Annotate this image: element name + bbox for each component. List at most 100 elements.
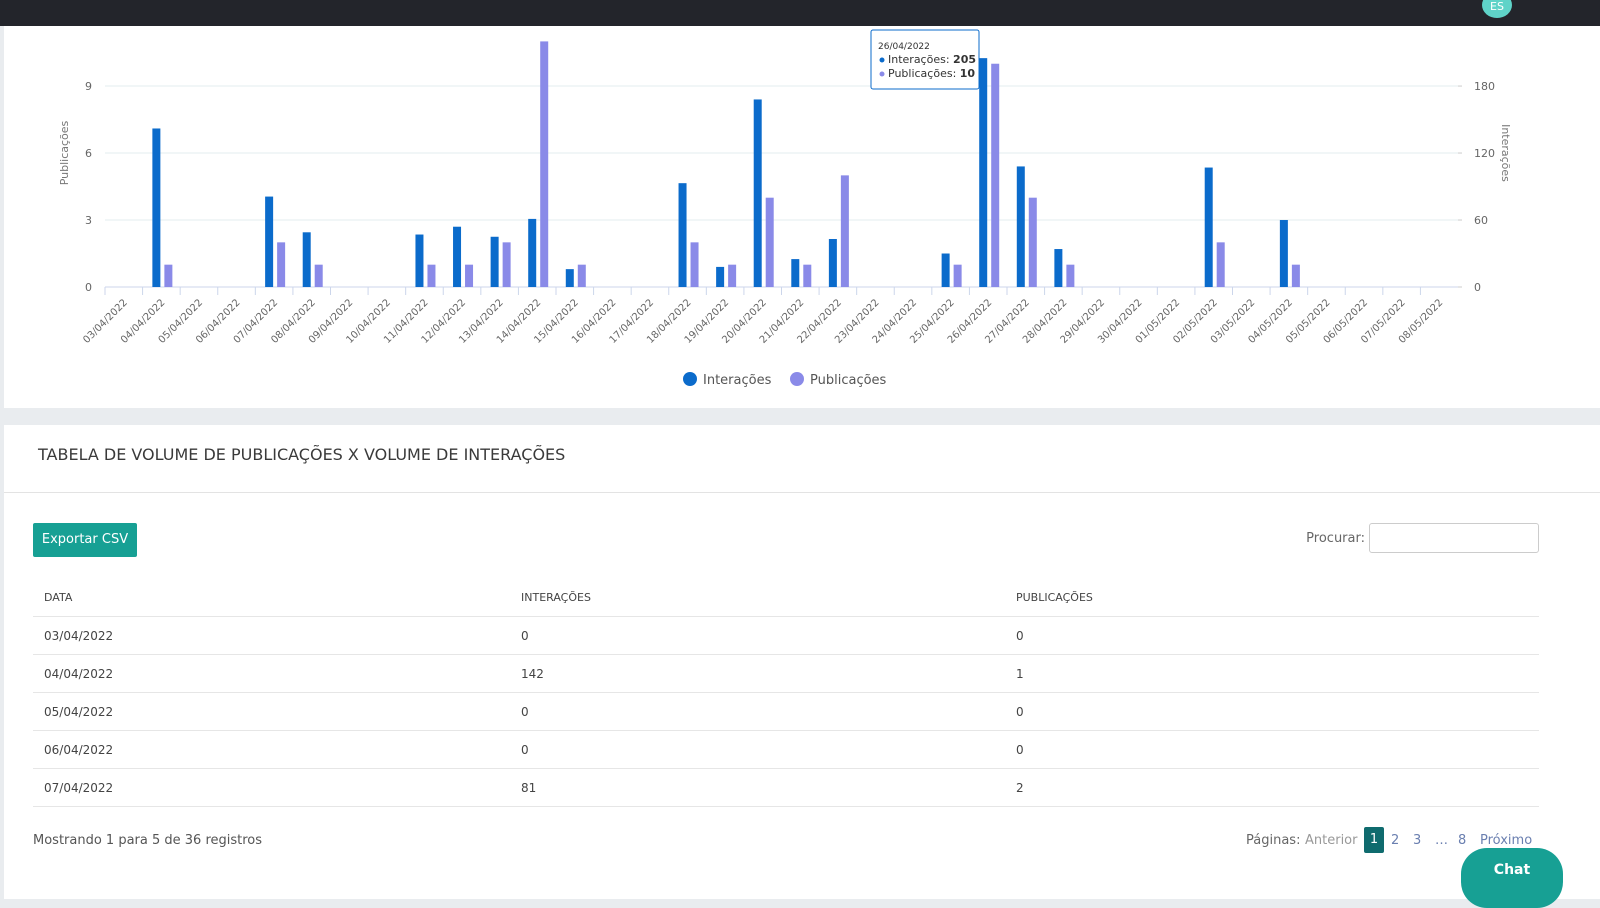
bar — [265, 196, 274, 287]
chat-button[interactable]: Chat — [1461, 848, 1563, 908]
row-divider — [33, 654, 1539, 655]
tooltip-marker — [879, 57, 885, 63]
table-cell: 2 — [1016, 781, 1024, 795]
row-divider — [33, 768, 1539, 769]
tooltip-marker — [879, 71, 885, 77]
y2-tick-label: 0 — [1474, 281, 1481, 294]
table-info: Mostrando 1 para 5 de 36 registros — [33, 833, 263, 848]
page-link[interactable]: … — [1435, 833, 1448, 848]
bar — [453, 226, 462, 287]
chart-card: Publicações Interações 0 3 6 9 0 60 120 180 03/0… — [4, 26, 1600, 408]
bar — [1028, 197, 1037, 287]
bar — [678, 183, 687, 287]
search-input[interactable] — [1369, 523, 1539, 553]
tooltip-line: Publicações: 10 — [888, 67, 975, 80]
bar — [1054, 249, 1063, 287]
table-cell: 0 — [521, 743, 529, 757]
bar — [1204, 167, 1213, 287]
table-cell: 03/04/2022 — [44, 629, 114, 643]
avatar[interactable]: ES — [1482, 0, 1512, 18]
bar — [152, 128, 161, 287]
row-divider — [33, 806, 1539, 807]
bar — [314, 264, 323, 287]
pagination-prev[interactable]: Anterior — [1305, 833, 1358, 848]
table-cell: 81 — [521, 781, 537, 795]
pagination-label: Páginas: — [1246, 833, 1301, 848]
chart: Publicações Interações 036906012018003/0… — [58, 29, 1512, 388]
bar — [302, 232, 311, 287]
bar — [753, 99, 762, 287]
tooltip-box — [870, 29, 980, 90]
table-cell: 05/04/2022 — [44, 705, 114, 719]
bar — [1279, 220, 1288, 287]
row-divider — [33, 692, 1539, 693]
bar — [953, 264, 962, 287]
table-cell: 04/04/2022 — [44, 667, 114, 681]
table-cell: 0 — [1016, 629, 1024, 643]
table-cell: 142 — [521, 667, 544, 681]
tooltip-value: 10 — [960, 67, 976, 80]
tooltip-name: Interações — [888, 53, 946, 66]
bar — [577, 264, 586, 287]
table-cell: 0 — [521, 629, 529, 643]
bar — [490, 236, 499, 287]
bar — [1291, 264, 1300, 287]
legend-label: Interações — [703, 373, 772, 388]
bar — [164, 264, 173, 287]
column-header: INTERAÇÕES — [521, 591, 591, 604]
y-tick-label: 3 — [85, 214, 92, 227]
table-cell: 0 — [1016, 743, 1024, 757]
export-button[interactable]: Exportar CSV — [33, 523, 137, 557]
divider — [4, 492, 1600, 493]
table-cell: 07/04/2022 — [44, 781, 114, 795]
page-link[interactable]: 8 — [1458, 833, 1467, 848]
bar — [528, 218, 537, 287]
page-link[interactable]: 2 — [1391, 833, 1400, 848]
y2-tick-label: 120 — [1474, 147, 1495, 160]
table-cell: 0 — [521, 705, 529, 719]
bar — [502, 242, 511, 287]
bar — [979, 58, 988, 288]
bar — [690, 242, 699, 287]
column-header: DATA — [44, 591, 73, 604]
bar — [765, 197, 774, 287]
bar — [565, 269, 574, 287]
legend-marker — [790, 372, 804, 386]
row-divider — [33, 730, 1539, 731]
bar — [465, 264, 474, 287]
bar — [277, 242, 286, 287]
bar — [1016, 166, 1025, 287]
top-bar: ES — [0, 0, 1600, 26]
bar — [828, 238, 837, 287]
bar — [840, 175, 849, 287]
bar — [716, 266, 725, 287]
tooltip-name: Publicações — [888, 67, 953, 80]
tooltip-line: Interações: 205 — [888, 53, 976, 66]
bar — [941, 253, 950, 287]
table-cell: 06/04/2022 — [44, 743, 114, 757]
legend-label: Publicações — [810, 373, 887, 388]
pagination-next[interactable]: Próximo — [1480, 833, 1533, 848]
bar — [803, 264, 812, 287]
bar — [427, 264, 436, 287]
tooltip-value: 205 — [953, 53, 976, 66]
table-cell: 0 — [1016, 705, 1024, 719]
bar — [1066, 264, 1075, 287]
table-card: TABELA DE VOLUME DE PUBLICAÇÕES X VOLUME… — [4, 425, 1600, 899]
legend-marker — [683, 372, 697, 386]
y-axis-label: Publicações — [58, 120, 71, 185]
search-label: Procurar: — [1306, 531, 1365, 546]
bar — [791, 259, 800, 287]
y-tick-label: 9 — [85, 80, 92, 93]
page-link[interactable]: 1 — [1364, 827, 1384, 853]
table-title: TABELA DE VOLUME DE PUBLICAÇÕES X VOLUME… — [38, 445, 566, 464]
y2-tick-label: 180 — [1474, 80, 1495, 93]
row-divider — [33, 616, 1539, 617]
tooltip-title: 26/04/2022 — [878, 42, 930, 52]
table-cell: 1 — [1016, 667, 1024, 681]
y2-tick-label: 60 — [1474, 214, 1488, 227]
y-tick-label: 0 — [85, 281, 92, 294]
page-link[interactable]: 3 — [1413, 833, 1422, 848]
